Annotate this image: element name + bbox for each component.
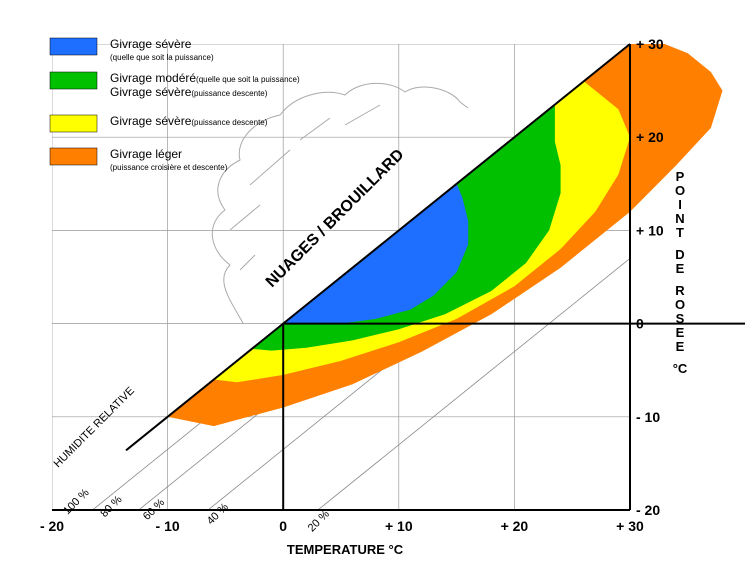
y-axis-title-letter: E: [676, 339, 685, 354]
icing-zones: [121, 44, 723, 455]
rh-label: 40 %: [205, 501, 231, 527]
legend: Givrage sévère (quelle que soit la puissa…: [49, 37, 300, 172]
x-tick-label: + 10: [385, 518, 413, 534]
y-axis-ticks: + 30 + 20 + 10 0 - 10 - 20: [636, 36, 664, 518]
legend-sublabel: (quelle que soit la puissance): [196, 75, 300, 84]
legend-sublabel: (puissance descente): [191, 89, 267, 98]
legend-label: Givrage modéré(quelle que soit la puissa…: [110, 71, 300, 85]
cloud-outline-icon: [211, 82, 469, 324]
saturation-line: [125, 43, 631, 452]
legend-swatch: [49, 71, 98, 90]
legend-swatch: [49, 37, 98, 56]
y-axis-title-letter: °C: [673, 361, 688, 376]
rh-label: 20 %: [306, 508, 332, 534]
legend-sublabel: (quelle que soit la puissance): [110, 53, 214, 62]
x-tick-label: + 20: [501, 518, 529, 534]
legend-label: Givrage sévère: [110, 37, 192, 51]
y-tick-label: - 20: [636, 502, 660, 518]
y-axis-title-letter: R: [675, 283, 685, 298]
y-tick-label: 0: [636, 316, 644, 332]
legend-swatch: [49, 147, 98, 166]
rh-label: 100 %: [61, 487, 92, 518]
y-axis-title-letter: D: [675, 247, 684, 262]
legend-label: Givrage léger: [110, 147, 182, 161]
legend-label: Givrage sévère(puissance descente): [110, 114, 268, 128]
x-tick-label: 0: [279, 518, 287, 534]
legend-label: Givrage sévère(puissance descente): [110, 85, 268, 99]
y-axis-title-letter: O: [675, 183, 685, 198]
x-axis-ticks: - 20 - 10 0 + 10 + 20 + 30: [40, 518, 644, 534]
y-tick-label: + 10: [636, 222, 664, 238]
y-tick-label: + 30: [636, 36, 664, 52]
cloud-hatching: [229, 104, 381, 271]
y-axis-title-letter: S: [676, 311, 685, 326]
y-axis-title-letter: N: [675, 211, 684, 226]
y-axis-title-letter: T: [676, 225, 684, 240]
y-tick-label: - 10: [636, 409, 660, 425]
example-path: [282, 322, 745, 510]
rh-label: 80 %: [98, 493, 124, 519]
legend-sublabel: (puissance croisière et descente): [110, 163, 228, 172]
legend-sublabel: (puissance descente): [191, 118, 267, 127]
icing-zone: [283, 183, 469, 325]
relative-humidity-title: HUMIDITE RELATIVE: [52, 385, 137, 470]
legend-swatch: [49, 114, 98, 133]
y-axis-title-letter: E: [676, 325, 685, 340]
x-tick-label: - 10: [156, 518, 180, 534]
y-axis-title-letter: I: [678, 197, 682, 212]
x-tick-label: + 30: [616, 518, 644, 534]
x-tick-label: - 20: [40, 518, 64, 534]
y-axis-title-letter: O: [675, 297, 685, 312]
y-axis-title-letter: P: [676, 169, 685, 184]
x-axis-title: TEMPERATURE °C: [287, 542, 404, 557]
y-tick-label: + 20: [636, 129, 664, 145]
y-axis-title-letter: E: [676, 261, 685, 276]
axes: [52, 44, 631, 511]
